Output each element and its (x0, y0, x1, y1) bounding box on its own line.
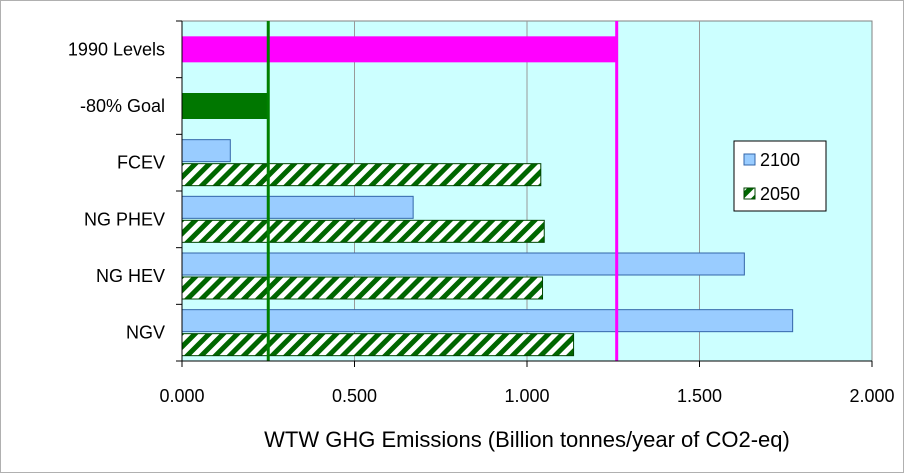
bar-2100 (181, 252, 745, 276)
y-tick-label: -80% Goal (80, 96, 165, 116)
y-tick-label: NG HEV (96, 266, 165, 286)
bar-2050 (181, 163, 542, 187)
y-tick-label: FCEV (117, 153, 165, 173)
x-tick-label: 0.000 (159, 386, 204, 406)
legend-swatch (743, 187, 756, 200)
y-tick-label: NG PHEV (84, 209, 165, 229)
bar-2050 (181, 219, 545, 243)
legend-swatch (743, 153, 756, 166)
y-tick-label: 1990 Levels (68, 39, 165, 59)
bar-2100 (181, 309, 794, 333)
bar-2050 (181, 276, 544, 300)
bar-2050 (181, 333, 575, 357)
legend-label: 2100 (760, 150, 800, 170)
bar-2100 (181, 139, 231, 163)
x-tick-label: 0.500 (332, 386, 377, 406)
x-tick-label: 2.000 (849, 386, 894, 406)
y-tick-label: NGV (126, 323, 165, 343)
x-axis-title: WTW GHG Emissions (Billion tonnes/year o… (264, 427, 790, 452)
x-tick-label: 1.000 (504, 386, 549, 406)
legend-label: 2050 (760, 184, 800, 204)
x-tick-label: 1.500 (677, 386, 722, 406)
bar-2100 (181, 195, 414, 219)
reference-bar (182, 36, 617, 63)
reference-bar (182, 93, 269, 119)
